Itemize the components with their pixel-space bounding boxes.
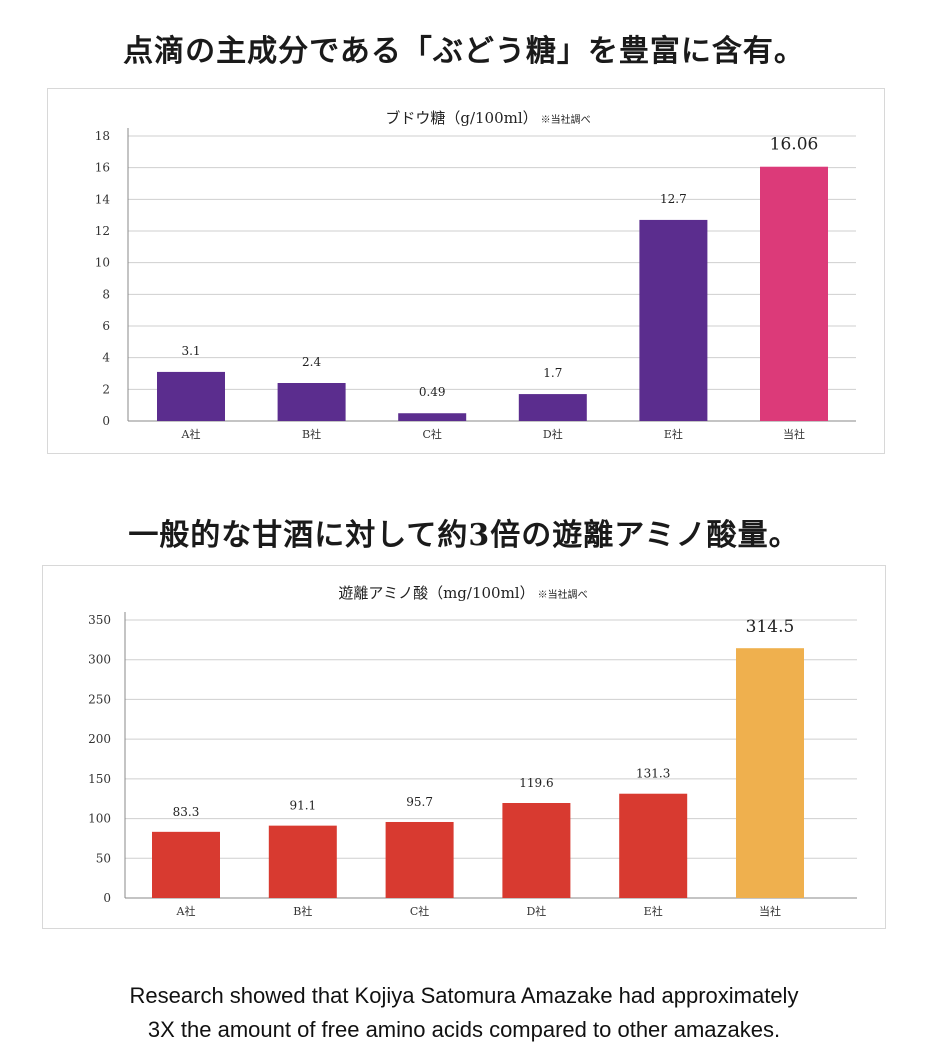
glucose-bar <box>639 219 708 421</box>
glucose-data-label: 2.4 <box>302 355 321 369</box>
amino-bar <box>152 831 220 898</box>
glucose-y-tick-label: 0 <box>102 414 110 428</box>
amino-bar <box>268 825 337 898</box>
amino-chart-note: ※当社調べ <box>538 588 588 601</box>
glucose-category-label: E社 <box>664 427 683 441</box>
glucose-data-label: 3.1 <box>181 344 200 358</box>
amino-y-tick-label: 100 <box>88 812 111 826</box>
amino-data-label: 83.3 <box>173 805 200 819</box>
glucose-y-tick-label: 18 <box>95 129 110 143</box>
glucose-category-label: C社 <box>422 427 441 441</box>
amino-category-label: C社 <box>410 904 429 918</box>
amino-bar <box>619 793 688 898</box>
glucose-y-tick-label: 6 <box>102 319 110 333</box>
glucose-y-tick-label: 8 <box>102 287 110 301</box>
amino-data-label: 119.6 <box>519 776 553 790</box>
glucose-category-label: D社 <box>543 427 563 441</box>
glucose-category-label: A社 <box>181 427 201 441</box>
glucose-chart-panel: ブドウ糖（g/100ml） ※当社調べ 0 2 4 6 8 10 12 14 16 18 3.1 A社 2.… <box>47 88 885 454</box>
amino-bar <box>502 803 571 898</box>
amino-data-label: 131.3 <box>636 767 670 781</box>
amino-y-tick-label: 200 <box>88 732 111 746</box>
glucose-chart: ブドウ糖（g/100ml） ※当社調べ 0 2 4 6 8 10 12 14 16 18 3.1 A社 2.… <box>95 109 856 441</box>
amino-y-tick-label: 50 <box>96 851 111 865</box>
glucose-bar <box>398 413 467 421</box>
amino-chart-title: 遊離アミノ酸（mg/100ml） ※当社調べ <box>338 584 587 602</box>
glucose-data-label: 1.7 <box>543 366 562 380</box>
glucose-heading: 点滴の主成分である「ぶどう糖」を豊富に含有。 <box>123 34 805 69</box>
glucose-y-tick-label: 12 <box>95 224 110 238</box>
glucose-y-tick-label: 10 <box>95 256 110 270</box>
amino-category-label: A社 <box>176 904 196 918</box>
amino-bar <box>736 648 804 898</box>
amino-chart-title-text: 遊離アミノ酸（mg/100ml） <box>338 584 534 602</box>
glucose-data-label: 0.49 <box>419 385 446 399</box>
caption-line-1: Research showed that Kojiya Satomura Ama… <box>129 983 799 1008</box>
amino-y-tick-label: 0 <box>103 891 111 905</box>
amino-category-label: 当社 <box>759 904 781 918</box>
amino-acid-heading: 一般的な甘酒に対して約3倍の遊離アミノ酸量。 <box>128 518 800 553</box>
amino-bar <box>385 821 454 898</box>
amino-category-label: B社 <box>293 904 312 918</box>
amino-data-label: 95.7 <box>406 795 433 809</box>
glucose-y-tick-label: 16 <box>95 161 110 175</box>
glucose-chart-title: ブドウ糖（g/100ml） ※当社調べ <box>385 109 590 127</box>
caption-line-2: 3X the amount of free amino acids compar… <box>147 1017 781 1042</box>
glucose-bar <box>518 394 587 421</box>
amino-category-label: E社 <box>644 904 663 918</box>
glucose-category-label: B社 <box>302 427 321 441</box>
amino-data-label: 91.1 <box>289 799 316 813</box>
caption: Research showed that Kojiya Satomura Ama… <box>0 979 928 1047</box>
amino-y-tick-label: 250 <box>88 692 111 706</box>
glucose-y-tick-label: 2 <box>102 382 110 396</box>
glucose-chart-note: ※当社調べ <box>541 113 591 126</box>
amino-category-label: D社 <box>526 904 546 918</box>
glucose-data-label: 12.7 <box>660 192 687 206</box>
amino-acid-chart: 遊離アミノ酸（mg/100ml） ※当社調べ 0 50 100 150 200 250 300 3… <box>88 584 857 918</box>
glucose-y-tick-label: 14 <box>95 192 111 206</box>
glucose-data-label: 16.06 <box>770 135 819 155</box>
glucose-bar <box>157 371 225 421</box>
amino-data-label: 314.5 <box>746 617 795 637</box>
glucose-category-label: 当社 <box>783 427 805 441</box>
amino-y-tick-label: 300 <box>88 653 111 667</box>
glucose-chart-title-text: ブドウ糖（g/100ml） <box>385 109 537 127</box>
glucose-bar <box>760 166 828 421</box>
glucose-y-tick-label: 4 <box>102 351 110 365</box>
amino-y-tick-label: 150 <box>88 772 111 786</box>
amino-y-tick-label: 350 <box>88 613 111 627</box>
glucose-bar <box>277 383 346 421</box>
amino-acid-chart-panel: 遊離アミノ酸（mg/100ml） ※当社調べ 0 50 100 150 200 250 300 3… <box>42 565 886 929</box>
